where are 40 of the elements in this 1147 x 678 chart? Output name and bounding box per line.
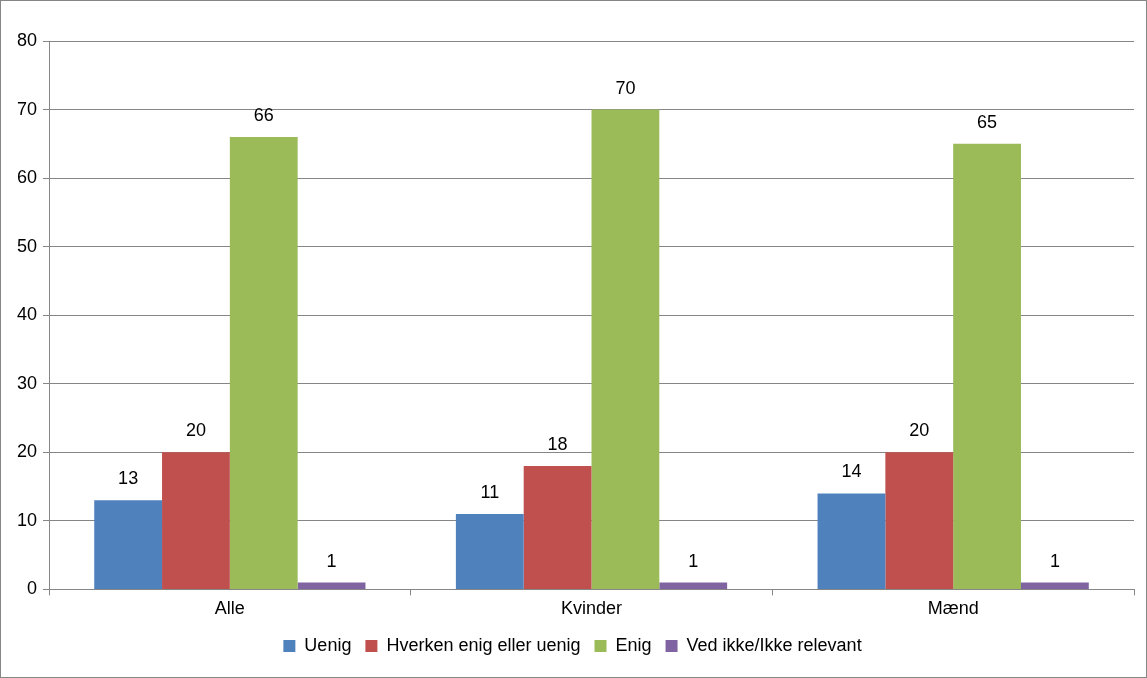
y-tick-label: 30 (16, 372, 38, 393)
bar (455, 514, 524, 589)
data-label: 13 (118, 468, 139, 489)
bar (297, 582, 366, 589)
legend-label: Uenig (304, 634, 352, 655)
bar (591, 109, 660, 589)
y-tick-label: 10 (16, 509, 38, 530)
data-label: 20 (185, 420, 206, 441)
data-label: 66 (253, 104, 274, 125)
bar (953, 143, 1021, 589)
legend-label: Hverken enig eller uenig (386, 634, 581, 655)
bar (162, 452, 230, 589)
y-tick-label: 0 (27, 578, 38, 599)
bar (229, 136, 298, 589)
data-label: 1 (326, 550, 337, 571)
y-tick-label: 80 (16, 29, 38, 50)
bar (659, 582, 728, 589)
bar (523, 466, 592, 589)
x-tick-label: Mænd (927, 598, 979, 619)
y-tick-label: 60 (16, 167, 38, 188)
bar (94, 500, 163, 589)
bar (885, 452, 954, 589)
y-tick-label: 70 (16, 98, 38, 119)
data-label: 1 (688, 550, 699, 571)
data-label: 18 (547, 433, 568, 454)
legend-label: Enig (615, 634, 652, 655)
bar (817, 493, 886, 589)
y-tick-label: 20 (16, 441, 38, 462)
data-label: 11 (480, 481, 500, 502)
x-tick-label: Kvinder (561, 598, 623, 619)
data-label: 14 (841, 461, 862, 482)
data-label: 20 (909, 420, 930, 441)
y-tick-label: 50 (16, 235, 38, 256)
legend-label: Ved ikke/Ikke relevant (686, 634, 862, 655)
x-tick-label: Alle (214, 598, 245, 619)
data-label: 65 (977, 111, 998, 132)
data-label: 1 (1049, 550, 1060, 571)
bar (1020, 582, 1089, 589)
y-tick-label: 40 (16, 304, 38, 325)
data-label: 70 (615, 77, 636, 98)
